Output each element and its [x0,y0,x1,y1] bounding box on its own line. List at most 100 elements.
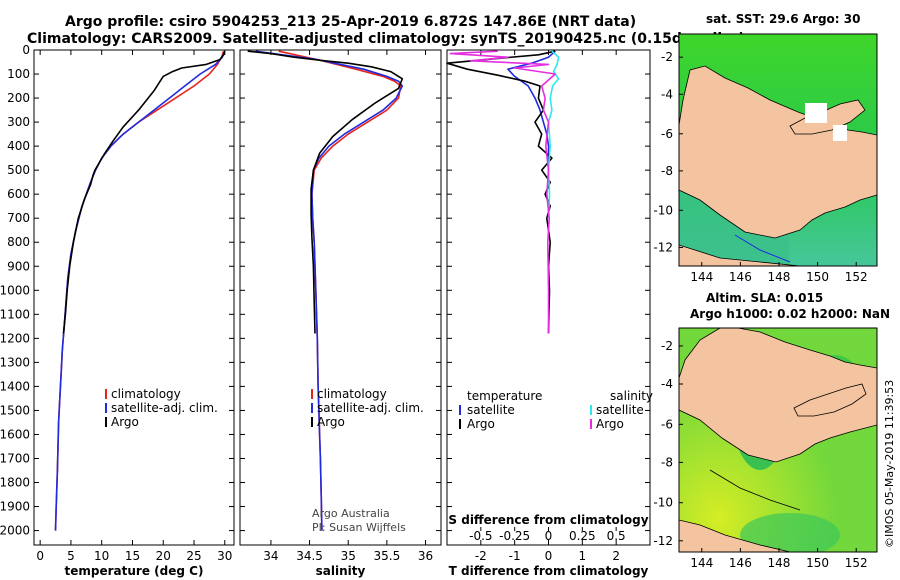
salinity-xtick-label: 36 [418,549,433,563]
legend-temperature-label: satellite [467,403,515,417]
sst-land-australia [679,244,801,266]
depth-tick-label: 600 [7,187,30,201]
sst-cloud-gap-2 [833,125,847,141]
temperature-legend-label: satellite-adj. clim. [111,401,218,415]
map-xtick-label: 152 [845,270,868,284]
temperature-frame [33,49,235,546]
map-xtick-label: 148 [768,270,791,284]
legend-salinity-label: satellite [596,403,644,417]
temperature-xtick-label: 20 [156,549,171,563]
temperature-xtick-label: 30 [217,549,232,563]
salinity-xlabel: salinity [316,564,366,578]
x2tick-label: 0.25 [569,529,596,543]
timestamp-stamp: ©IMOS 05-May-2019 11:39:53 [883,380,896,548]
sst-contour [734,234,791,263]
sla-map-title-line2: Argo h1000: 0.02 h2000: NaN [690,307,890,321]
sla-contour [709,469,801,511]
map-xtick-label: 144 [690,556,713,570]
salinity-legend-label: satellite-adj. clim. [317,401,424,415]
sst-map: 144 146 148 150 152 -2 -4 -6 -8 -10 -12 [653,33,878,284]
sla-land-new-britain [793,383,867,417]
difference-xtick-label: -1 [509,549,521,563]
map-ytick-label: -10 [653,203,673,217]
map-ytick-label: -2 [661,339,673,353]
map-ytick-label: -4 [661,87,673,101]
map-ytick-label: -12 [653,534,673,548]
map-xtick-label: 148 [768,556,791,570]
sla-map-title-line1: Altim. SLA: 0.015 [706,291,823,305]
sst-land-new-guinea [679,65,877,239]
temperature-xtick-label: 15 [125,549,140,563]
salinity-xtick-label: 35 [341,549,356,563]
difference-xtick-label: 0 [545,549,553,563]
depth-tick-label: 1100 [0,307,30,321]
credit-line2: PI: Susan Wijffels [312,521,406,534]
salinity-frame [239,49,442,546]
depth-tick-label: 1400 [0,379,30,393]
depth-tick-label: 1900 [0,500,30,514]
depth-tick-label: 800 [7,235,30,249]
salinity-xtick-label: 35.5 [374,549,401,563]
sst-map-title: sat. SST: 29.6 Argo: 30 [706,12,860,26]
depth-tick-label: 1300 [0,355,30,369]
map-xtick-label: 150 [806,270,829,284]
depth-tick-label: 1200 [0,331,30,345]
legend-temperature-label: Argo [467,417,495,431]
difference-xlabel: T difference from climatology [449,564,649,578]
temperature-xtick-label: 25 [186,549,201,563]
map-xtick-label: 152 [845,556,868,570]
figure-title-line1: Argo profile: csiro 5904253_213 25-Apr-2… [65,14,636,30]
difference-xtick-label: 2 [612,549,620,563]
depth-tick-label: 2000 [0,524,30,538]
x2tick-label: -0.5 [469,529,492,543]
map-ytick-label: -10 [653,496,673,510]
sla-map-frame [678,327,878,553]
credit-line1: Argo Australia [312,507,390,520]
legend-salinity-label: Argo [596,417,624,431]
salinity-series-argo [247,50,404,334]
x2label: S difference from climatology [448,513,648,527]
depth-tick-label: 0 [22,43,30,57]
map-ytick-label: -6 [661,417,673,431]
temperature-legend-label: Argo [111,415,139,429]
salinity-xtick-label: 34.5 [296,549,323,563]
legend-salinity-title: salinity [610,389,653,403]
depth-tick-label: 1800 [0,476,30,490]
sla-map-ticks: 144 146 148 150 152 -2 -4 -6 -8 -10 -12 [653,339,867,570]
depth-tick-label: 1000 [0,283,30,297]
sla-land-australia [679,519,791,552]
temperature-xtick-label: 0 [36,549,44,563]
salinity-xtick-label: 34 [263,549,278,563]
salinity-legend-label: climatology [317,387,387,401]
map-ytick-label: -2 [661,50,673,64]
depth-tick-label: 300 [7,115,30,129]
map-ytick-label: -8 [661,455,673,469]
temperature-xlabel: temperature (deg C) [65,564,204,578]
depth-tick-label: 500 [7,163,30,177]
sst-map-frame [678,33,878,267]
x2tick-label: 0 [545,529,553,543]
depth-tick-label: 200 [7,91,30,105]
x2tick-label: 0.5 [607,529,626,543]
map-xtick-label: 150 [806,556,829,570]
depth-tick-label: 400 [7,139,30,153]
map-ytick-label: -12 [653,240,673,254]
sla-land-new-guinea [679,328,877,463]
depth-tick-label: 1600 [0,427,30,441]
temperature-xtick-label: 10 [94,549,109,563]
temperature-xtick-label: 5 [67,549,75,563]
map-ytick-label: -8 [661,164,673,178]
sla-low-anomaly-3 [740,513,840,552]
difference-panel: -2 -1 0 1 2T difference from climatology temp… [446,49,653,578]
map-ytick-label: -4 [661,377,673,391]
difference-series-argo-salinity [449,50,557,334]
sst-map-ticks: 144 146 148 150 152 -2 -4 -6 -8 -10 -12 [653,50,867,284]
difference-xtick-label: 1 [579,549,587,563]
figure-title-line2: Climatology: CARS2009. Satellite-adjuste… [27,31,745,47]
salinity-panel: 34 34.5 35 35.5 36 salinity climatologysatelli… [239,49,442,578]
depth-tick-label: 1700 [0,451,30,465]
x2tick-label: -0.25 [499,529,530,543]
sla-map: 144 146 148 150 152 -2 -4 -6 -8 -10 -12 [653,327,878,570]
map-xtick-label: 146 [729,270,752,284]
